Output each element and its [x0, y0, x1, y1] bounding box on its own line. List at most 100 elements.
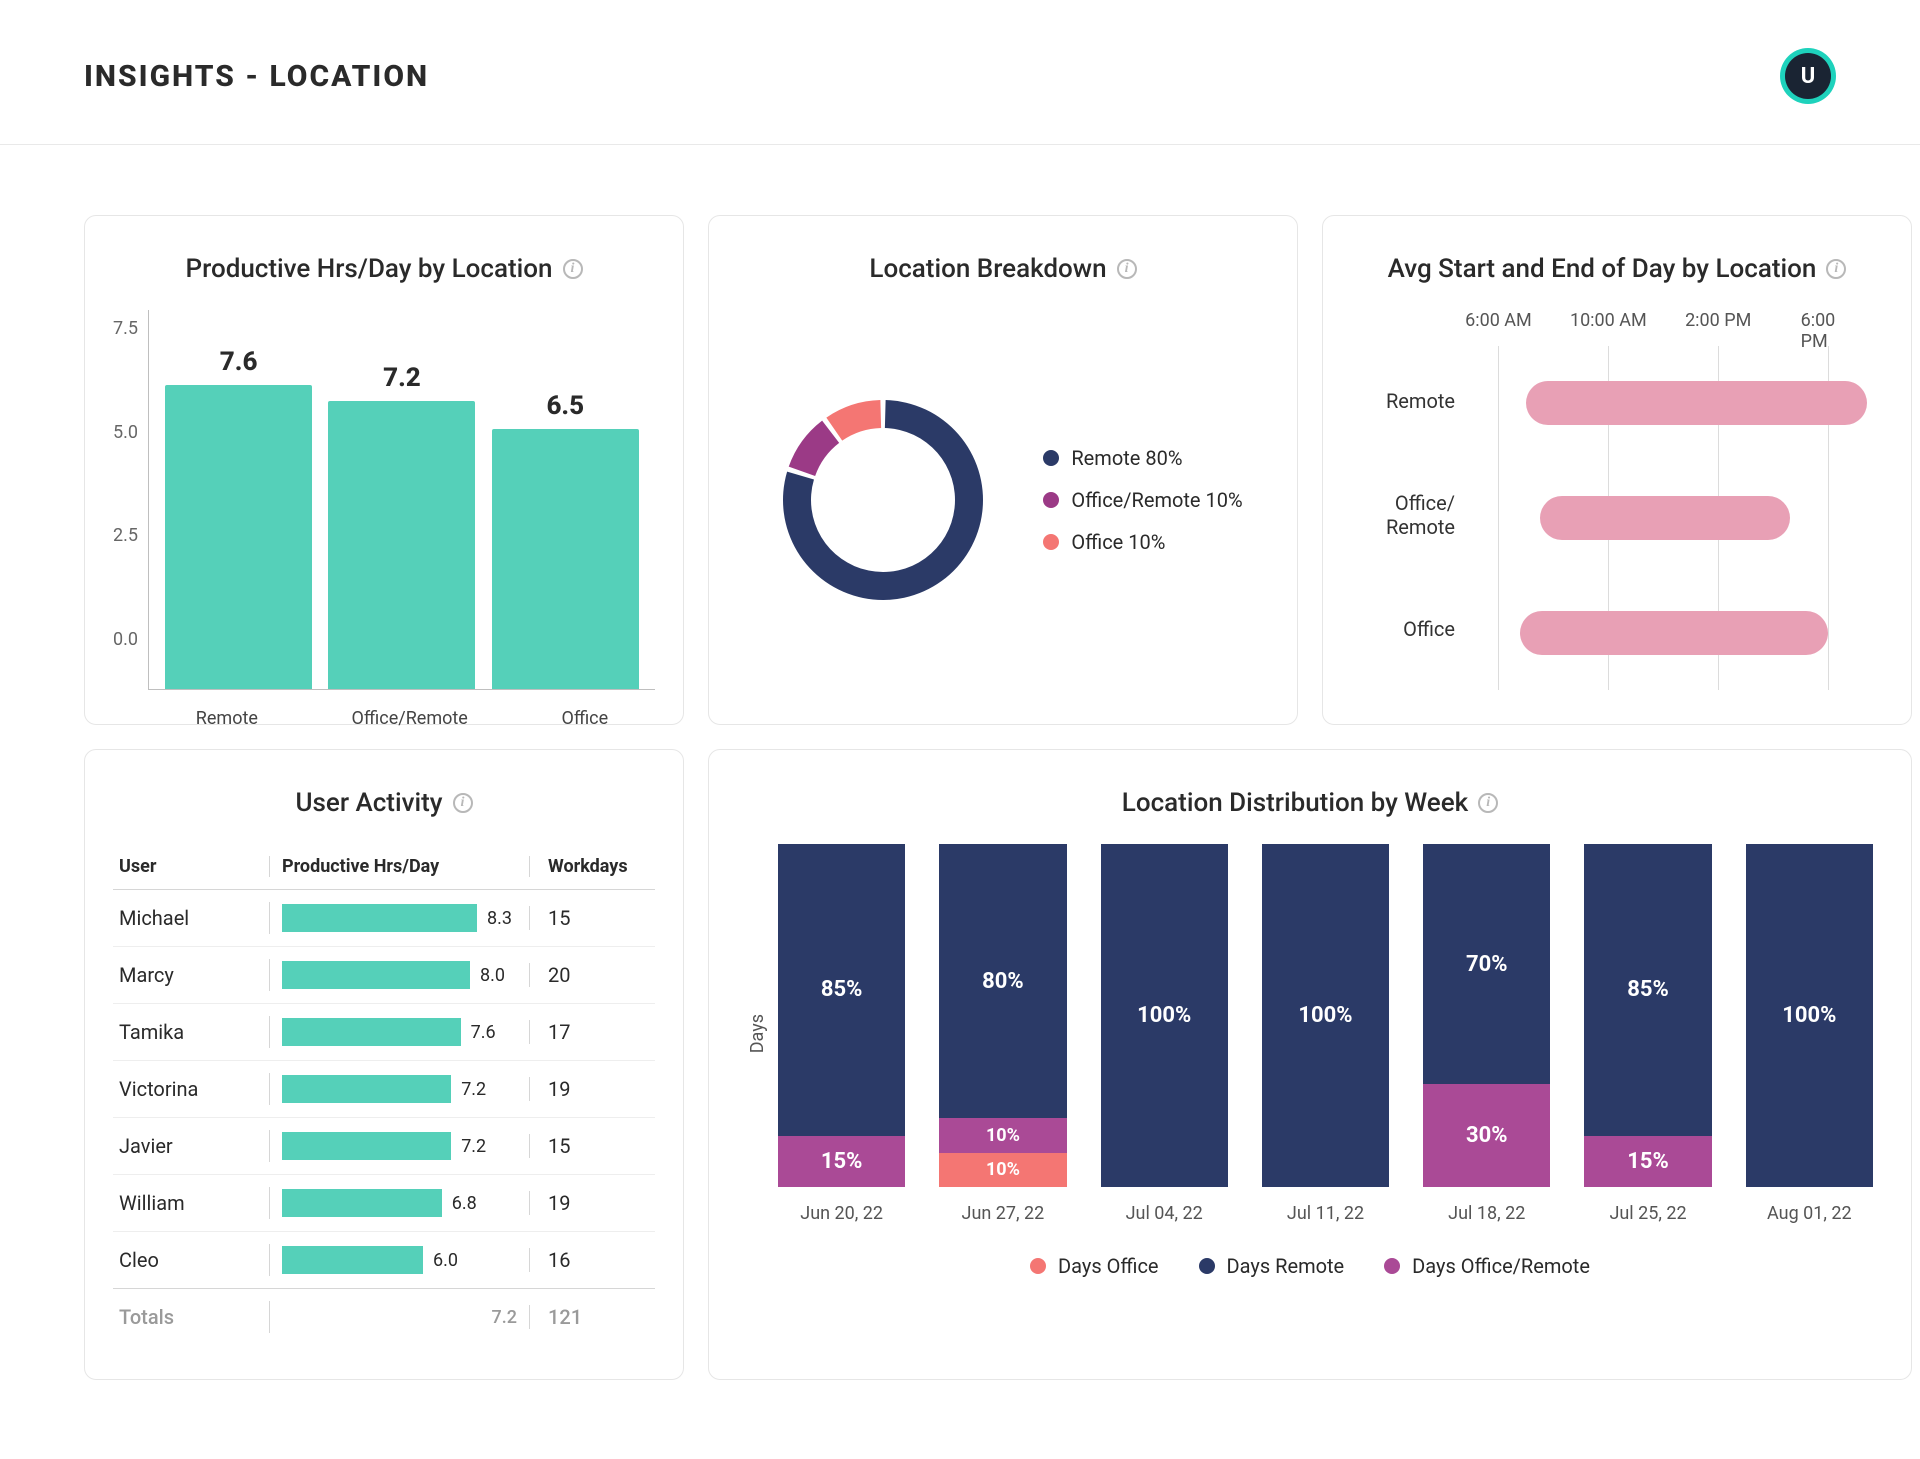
stack-segment-remote: 85%: [778, 844, 905, 1136]
range-y-label: Remote: [1351, 389, 1455, 413]
cell-user: Javier: [119, 1134, 269, 1158]
cell-user: Tamika: [119, 1020, 269, 1044]
range-x-label: 10:00 AM: [1570, 310, 1647, 331]
hours-bar: [282, 1018, 461, 1046]
cell-hours: 8.0: [269, 959, 529, 991]
legend-label: Remote 80%: [1071, 446, 1182, 470]
stack-segment-office_remote: 15%: [778, 1136, 905, 1187]
stack-segment-remote: 85%: [1584, 844, 1711, 1136]
cell-user: Michael: [119, 906, 269, 930]
cell-user: Victorina: [119, 1077, 269, 1101]
cell-hours: 8.3: [269, 902, 529, 934]
week-label: Jul 04, 22: [1101, 1187, 1228, 1224]
hours-bar: [282, 904, 477, 932]
table-row: Marcy8.020: [113, 947, 655, 1004]
week-column: 30%70% Jul 18, 22: [1423, 844, 1550, 1224]
week-label: Aug 01, 22: [1746, 1187, 1873, 1224]
donut-slice: [827, 400, 882, 441]
col-hours: Productive Hrs/Day: [269, 856, 529, 877]
week-column: 10%10%80%Jun 27, 22: [939, 844, 1066, 1224]
week-column: 100%Jul 11, 22: [1262, 844, 1389, 1224]
stack-segment-office_remote: 15%: [1584, 1136, 1711, 1187]
weekly-legend: Days Office Days Remote Days Office/Remote: [737, 1254, 1883, 1278]
info-icon[interactable]: i: [1826, 259, 1846, 279]
range-bar: [1526, 381, 1867, 425]
x-label: Remote: [196, 708, 258, 729]
info-icon[interactable]: i: [453, 793, 473, 813]
bar-rect: [165, 385, 312, 689]
cell-workdays: 16: [529, 1248, 649, 1272]
legend-label: Days Office: [1058, 1254, 1159, 1278]
cell-workdays: 17: [529, 1020, 649, 1044]
bar-value: 6.5: [546, 391, 584, 421]
card-user-activity: User Activity i User Productive Hrs/Day …: [84, 749, 684, 1380]
card-title-text: User Activity: [296, 788, 443, 818]
stack-segment-remote: 100%: [1746, 844, 1873, 1187]
user-activity-table: User Productive Hrs/Day Workdays Michael…: [113, 844, 655, 1345]
week-column: 100%Jul 04, 22: [1101, 844, 1228, 1224]
x-label: Office: [561, 708, 608, 729]
cell-hours: 7.6: [269, 1016, 529, 1048]
hours-bar: [282, 1075, 451, 1103]
legend-swatch: [1043, 492, 1059, 508]
legend-swatch: [1030, 1258, 1046, 1274]
card-title-text: Avg Start and End of Day by Location: [1388, 254, 1817, 284]
legend-label: Days Office/Remote: [1412, 1254, 1590, 1278]
hours-value: 7.2: [461, 1079, 486, 1100]
y-tick: 5.0: [113, 422, 138, 443]
bar: 7.6: [165, 347, 312, 689]
hours-value: 8.3: [487, 908, 512, 929]
stack-segment-office_remote: 10%: [939, 1118, 1066, 1152]
bar: 7.2: [328, 363, 475, 689]
cell-hours: 7.2: [269, 1130, 529, 1162]
bar-rect: [328, 401, 475, 689]
hours-value: 7.6: [471, 1022, 496, 1043]
cell-user: Cleo: [119, 1248, 269, 1272]
bar-value: 7.2: [383, 363, 421, 393]
info-icon[interactable]: i: [1117, 259, 1137, 279]
stack-segment-remote: 70%: [1423, 844, 1550, 1084]
table-row: Tamika 7.6 17: [113, 1004, 655, 1061]
productive-hours-chart: 7.55.02.50.0 7.67.26.5 RemoteOffice/Remo…: [113, 310, 655, 690]
card-title-text: Location Breakdown: [869, 254, 1106, 284]
stack-segment-office: 10%: [939, 1153, 1066, 1187]
hours-value: 6.8: [452, 1193, 477, 1214]
legend-swatch: [1199, 1258, 1215, 1274]
page-header: INSIGHTS - LOCATION U: [0, 0, 1920, 145]
cell-workdays: 15: [529, 1134, 649, 1158]
y-tick: 0.0: [113, 629, 138, 650]
card-avg-start-end: Avg Start and End of Day by Location i R…: [1322, 215, 1912, 725]
totals-hours: 7.2: [492, 1307, 517, 1328]
stack-segment-office_remote: 30%: [1423, 1084, 1550, 1187]
info-icon[interactable]: i: [1478, 793, 1498, 813]
col-user: User: [119, 856, 269, 877]
table-row: Victorina7.219: [113, 1061, 655, 1118]
range-x-label: 2:00 PM: [1685, 310, 1751, 331]
weekly-distribution-chart: 15%85%Jun 20, 2210%10%80%Jun 27, 22100%J…: [768, 844, 1883, 1224]
hours-value: 8.0: [480, 965, 505, 986]
bar: 6.5: [492, 391, 639, 689]
donut-legend: Remote 80%Office/Remote 10%Office 10%: [1043, 446, 1242, 554]
legend-label: Office/Remote 10%: [1071, 488, 1242, 512]
stack-segment-remote: 100%: [1101, 844, 1228, 1187]
bar-rect: [492, 429, 639, 689]
legend-item: Days Office: [1030, 1254, 1159, 1278]
col-workdays: Workdays: [529, 856, 649, 877]
hours-value: 7.2: [461, 1136, 486, 1157]
bar-value: 7.6: [220, 347, 258, 377]
hours-bar: [282, 1132, 451, 1160]
table-row: William6.819: [113, 1175, 655, 1232]
week-label: Jun 20, 22: [778, 1187, 905, 1224]
legend-item: Days Remote: [1199, 1254, 1345, 1278]
x-label: Office/Remote: [352, 708, 468, 729]
totals-workdays: 121: [529, 1305, 649, 1329]
y-tick: 2.5: [113, 525, 138, 546]
cell-workdays: 19: [529, 1191, 649, 1215]
week-label: Jul 18, 22: [1423, 1187, 1550, 1224]
week-column: 100%Aug 01, 22: [1746, 844, 1873, 1224]
legend-item: Days Office/Remote: [1384, 1254, 1590, 1278]
user-avatar[interactable]: U: [1780, 48, 1836, 104]
legend-swatch: [1043, 534, 1059, 550]
cell-hours: 7.2: [269, 1073, 529, 1105]
info-icon[interactable]: i: [563, 259, 583, 279]
